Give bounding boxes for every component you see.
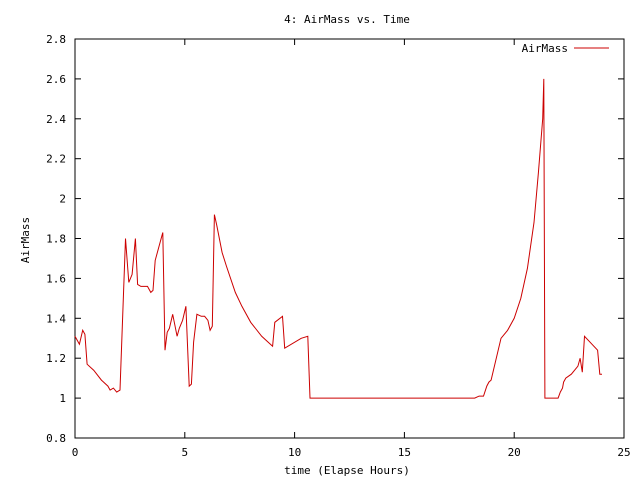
y-tick-label: 1.8 [46,233,66,246]
x-tick-label: 5 [181,446,188,459]
x-tick-label: 25 [617,446,630,459]
legend: AirMass [522,42,609,55]
y-tick-label: 1.2 [46,352,66,365]
chart-title: 4: AirMass vs. Time [284,13,410,26]
y-tick-label: 2.6 [46,73,66,86]
y-tick-label: 1.6 [46,272,66,285]
y-tick-label: 1 [59,392,66,405]
y-tick-label: 2.8 [46,33,66,46]
y-tick-label: 2.4 [46,113,66,126]
y-axis-label: AirMass [19,217,32,263]
plot-series [74,78,602,399]
x-tick-label: 15 [398,446,411,459]
x-tick-label: 10 [288,446,301,459]
legend-label: AirMass [522,42,568,55]
x-axis: 0 5 10 15 20 25 [72,39,631,459]
y-axis: 0.8 1 1.2 1.4 1.6 1.8 2 2.2 2.4 2.6 2.8 [46,33,624,445]
x-tick-label: 0 [72,446,79,459]
y-tick-label: 2.2 [46,153,66,166]
y-tick-label: 1.4 [46,312,66,325]
series-line-airmass [74,78,602,399]
y-tick-label: 2 [59,193,66,206]
y-tick-label: 0.8 [46,432,66,445]
x-axis-label: time (Elapse Hours) [284,464,410,477]
x-tick-label: 20 [508,446,521,459]
